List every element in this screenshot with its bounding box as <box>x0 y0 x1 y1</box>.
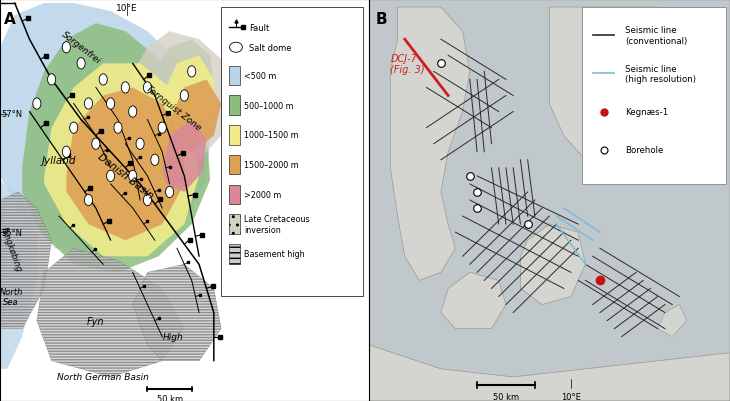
Bar <box>228 96 239 115</box>
Ellipse shape <box>69 123 78 134</box>
Polygon shape <box>550 8 715 176</box>
Ellipse shape <box>229 43 242 53</box>
Ellipse shape <box>151 155 159 166</box>
Ellipse shape <box>92 139 100 150</box>
Ellipse shape <box>143 83 152 94</box>
Polygon shape <box>36 249 184 377</box>
Ellipse shape <box>99 75 107 86</box>
Text: <500 m: <500 m <box>244 72 277 81</box>
Text: Sorgenfrei: Sorgenfrei <box>60 30 102 66</box>
Text: DCJ-7
(Fig. 3): DCJ-7 (Fig. 3) <box>391 53 425 75</box>
Text: 50 km: 50 km <box>156 394 182 401</box>
Polygon shape <box>0 180 36 369</box>
Ellipse shape <box>107 99 115 110</box>
Ellipse shape <box>128 171 137 182</box>
Ellipse shape <box>85 99 93 110</box>
Polygon shape <box>441 273 506 329</box>
Polygon shape <box>162 56 214 128</box>
Text: B: B <box>376 12 388 27</box>
Bar <box>221 8 363 297</box>
Ellipse shape <box>143 195 152 206</box>
Polygon shape <box>66 88 184 241</box>
Ellipse shape <box>180 91 188 102</box>
Bar <box>228 215 239 234</box>
Bar <box>228 245 239 264</box>
Ellipse shape <box>166 187 174 198</box>
Ellipse shape <box>77 59 85 70</box>
Text: Ringkøbing: Ringkøbing <box>0 225 23 272</box>
Text: 10°E: 10°E <box>561 392 581 401</box>
Text: Fault: Fault <box>249 24 269 32</box>
Bar <box>582 8 726 184</box>
Polygon shape <box>520 225 585 305</box>
Bar <box>228 67 239 86</box>
Bar <box>228 126 239 145</box>
Text: Late Cretaceous
inversion: Late Cretaceous inversion <box>244 215 310 234</box>
Polygon shape <box>162 120 207 192</box>
Polygon shape <box>391 8 470 281</box>
Text: 57°N: 57°N <box>2 110 23 119</box>
Polygon shape <box>155 40 214 120</box>
Text: High: High <box>163 332 184 341</box>
Text: 1500–2000 m: 1500–2000 m <box>244 161 299 170</box>
Text: Borehole: Borehole <box>625 146 664 155</box>
Ellipse shape <box>188 67 196 78</box>
Ellipse shape <box>121 83 129 94</box>
Text: >2000 m: >2000 m <box>244 190 282 199</box>
Ellipse shape <box>47 75 55 86</box>
Text: Seismic line
(high resolution): Seismic line (high resolution) <box>625 65 696 84</box>
Text: 500–1000 m: 500–1000 m <box>244 101 293 110</box>
Polygon shape <box>0 192 52 329</box>
Text: Basement high: Basement high <box>244 250 304 259</box>
Text: North
Sea: North Sea <box>0 287 23 306</box>
Ellipse shape <box>85 195 93 206</box>
Polygon shape <box>658 305 687 337</box>
Text: Tornquist Zone: Tornquist Zone <box>144 84 203 132</box>
Polygon shape <box>45 64 199 257</box>
Text: 10°E: 10°E <box>116 4 138 13</box>
Bar <box>228 185 239 205</box>
Text: 50 km: 50 km <box>493 392 519 401</box>
Text: Jylland: Jylland <box>42 156 76 165</box>
Ellipse shape <box>158 123 166 134</box>
Polygon shape <box>22 24 210 273</box>
Text: Fyn: Fyn <box>87 316 104 326</box>
Ellipse shape <box>62 147 70 158</box>
Ellipse shape <box>128 107 137 118</box>
Text: A: A <box>4 12 15 27</box>
Polygon shape <box>0 4 210 261</box>
Ellipse shape <box>114 123 122 134</box>
Ellipse shape <box>62 43 70 54</box>
Text: Seismic line
(conventional): Seismic line (conventional) <box>625 26 688 46</box>
Text: 55°N: 55°N <box>2 228 23 237</box>
Text: Kegnæs-1: Kegnæs-1 <box>625 108 669 117</box>
Polygon shape <box>129 32 228 160</box>
Ellipse shape <box>33 99 41 110</box>
Text: North German Basin: North German Basin <box>57 373 149 381</box>
Bar <box>228 156 239 175</box>
Text: 1000–1500 m: 1000–1500 m <box>244 131 299 140</box>
Text: Salt dome: Salt dome <box>249 44 291 53</box>
Ellipse shape <box>136 139 144 150</box>
Polygon shape <box>133 265 221 361</box>
Polygon shape <box>169 80 221 152</box>
Polygon shape <box>369 345 730 401</box>
Text: Danish Basin: Danish Basin <box>96 152 155 201</box>
Ellipse shape <box>107 171 115 182</box>
